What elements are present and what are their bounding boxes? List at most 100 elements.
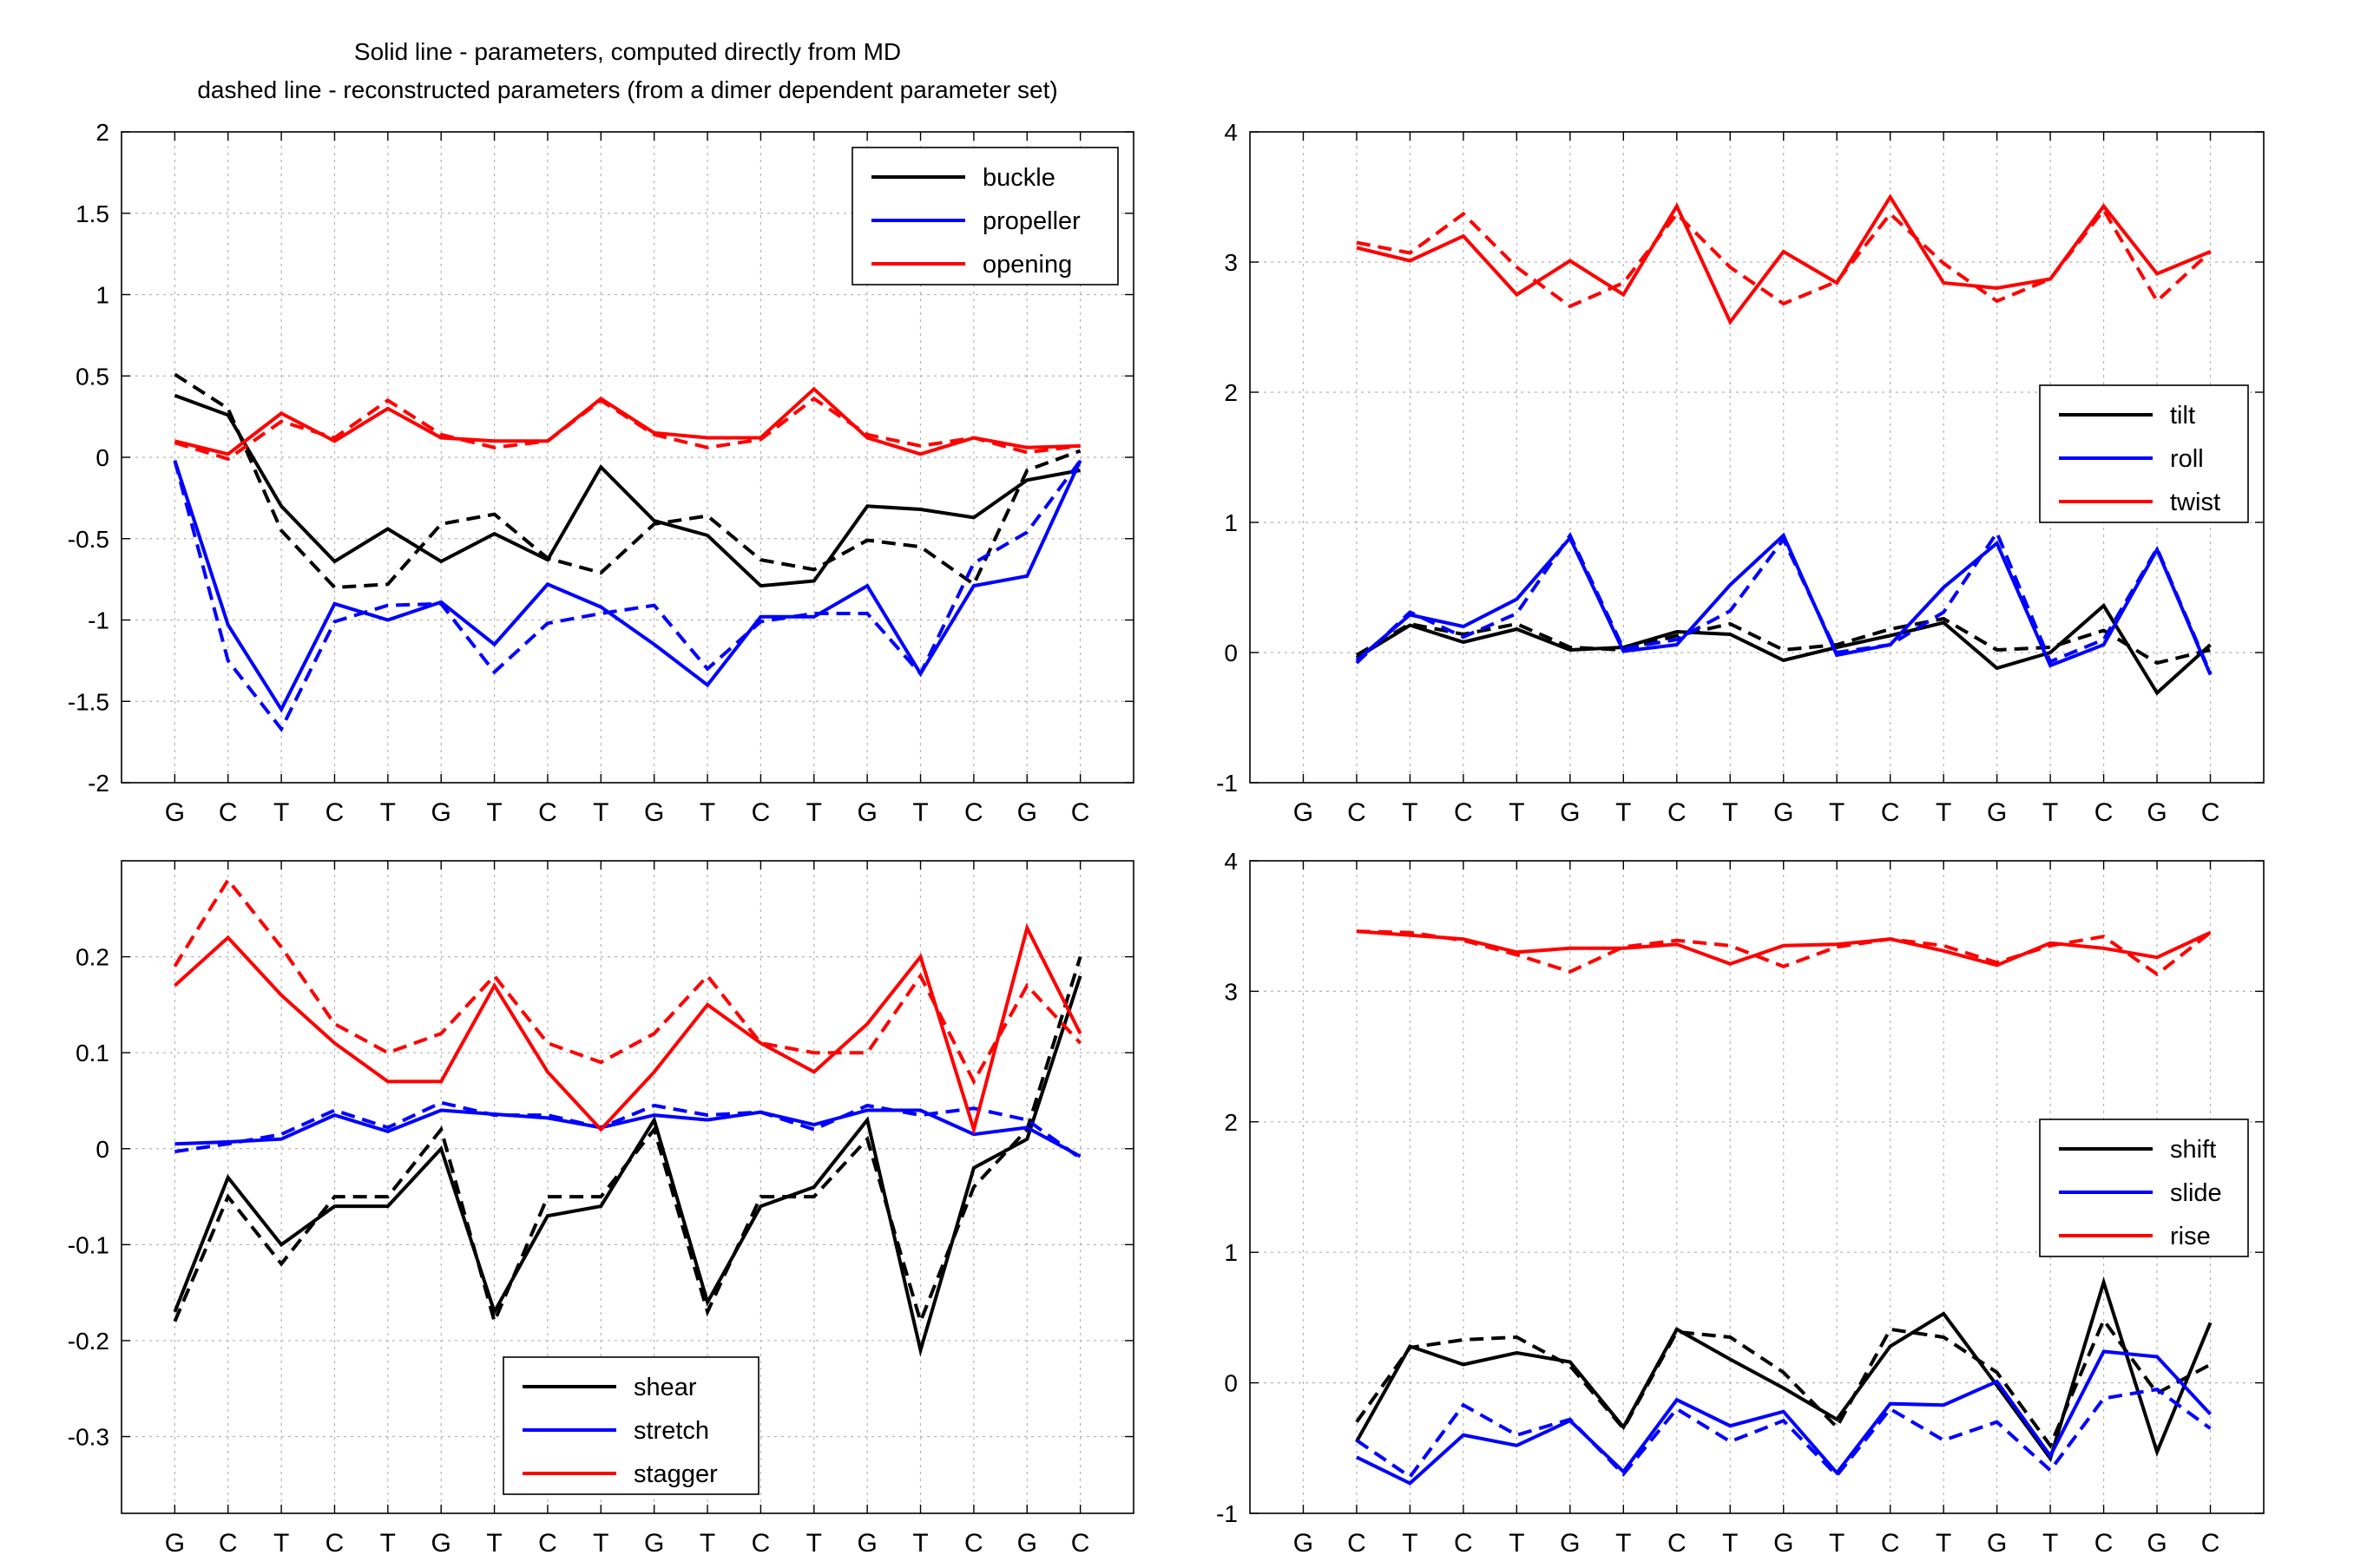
x-tick-label: T — [1829, 1529, 1844, 1558]
x-tick-label: C — [2201, 1529, 2220, 1558]
x-tick-label: T — [700, 1529, 715, 1558]
x-tick-label: C — [1667, 1529, 1687, 1558]
y-tick-label: 0 — [1224, 1370, 1238, 1397]
x-tick-label: T — [912, 798, 928, 827]
x-tick-label: C — [964, 1529, 983, 1558]
x-tick-label: C — [219, 1529, 238, 1558]
axes-frame — [1249, 860, 2265, 1514]
series-line-slide-dashed — [1355, 1387, 2212, 1479]
legend-label-propeller: propeller — [983, 207, 1081, 235]
x-tick-label: T — [1722, 798, 1738, 827]
legend-label-tilt: tilt — [2170, 402, 2195, 430]
series-line-rise-solid — [1356, 929, 2212, 968]
x-tick-label: G — [1987, 1529, 2007, 1558]
series-line-shear-dashed — [173, 956, 1082, 1327]
series-line-stagger-dashed — [173, 876, 1082, 1086]
legend-label-shear: shear — [634, 1374, 697, 1401]
legend-label-shift: shift — [2170, 1136, 2216, 1164]
legend: tilt roll twist — [2039, 384, 2249, 523]
x-tick-label: G — [1773, 798, 1793, 827]
series-line-stagger-solid — [174, 922, 1082, 1136]
x-tick-label: C — [1454, 1529, 1473, 1558]
x-tick-label: C — [1881, 798, 1900, 827]
x-tick-label: G — [165, 1529, 185, 1558]
series-line-buckle-dashed — [174, 372, 1082, 590]
x-tick-label: T — [593, 798, 608, 827]
x-tick-label: C — [1071, 1529, 1090, 1558]
x-tick-label: G — [165, 798, 185, 827]
y-tick-label: 0.5 — [76, 363, 109, 390]
y-tick-label: -0.3 — [68, 1424, 109, 1451]
figure-title-line-2: dashed line - reconstructed parameters (… — [197, 76, 1058, 103]
series-line-rise-dashed — [1356, 929, 2212, 977]
series-line-tilt-dashed — [1355, 616, 2211, 666]
x-tick-label: C — [1347, 798, 1366, 827]
y-tick-label: -1 — [88, 607, 109, 634]
x-tick-label: G — [1987, 798, 2007, 827]
y-tick-label: -2 — [88, 770, 109, 797]
y-tick-label: 1 — [1224, 1239, 1238, 1266]
y-tick-label: 1.5 — [76, 200, 109, 227]
x-tick-label: T — [2042, 1529, 2058, 1558]
y-tick-label: 3 — [1224, 978, 1238, 1005]
x-tick-label: T — [486, 798, 502, 827]
x-tick-label: T — [273, 1529, 289, 1558]
series-line-buckle-solid — [174, 393, 1081, 588]
x-tick-label: T — [912, 1529, 928, 1558]
axes-frame — [1249, 131, 2265, 784]
x-tick-label: T — [1509, 1529, 1524, 1558]
panel-bottom-left: G C T C T G T C T G T C T G T C G C -0.3 -0.2 -0.1 0 0.1 0.2 she… — [68, 860, 1134, 1558]
x-tick-label: C — [2094, 798, 2114, 827]
series-line-roll-dashed — [1355, 528, 2213, 674]
series-line-propeller-dashed — [173, 459, 1082, 732]
y-tick-label: -1 — [1216, 770, 1238, 797]
panel-top-left: G C T C T G T C T G T C T G T C G C -2 -1.5 -1 -0.5 0 0.5 1 1.5 2 b… — [68, 119, 1134, 827]
y-tick-label: -0.2 — [68, 1328, 109, 1355]
y-tick-label: 2 — [1224, 379, 1238, 406]
x-tick-label: C — [1071, 798, 1090, 827]
axes-frame — [121, 860, 1134, 1514]
x-tick-label: T — [806, 798, 822, 827]
x-tick-label: C — [752, 798, 771, 827]
x-tick-label: G — [644, 798, 664, 827]
series-line-stretch-solid — [174, 1108, 1082, 1158]
x-tick-label: T — [380, 798, 396, 827]
legend-label-opening: opening — [983, 251, 1072, 279]
legend-label-stagger: stagger — [634, 1460, 718, 1488]
x-tick-label: C — [2201, 798, 2220, 827]
x-tick-label: C — [964, 798, 983, 827]
legend-label-buckle: buckle — [983, 164, 1055, 192]
x-tick-label: C — [1454, 798, 1473, 827]
y-tick-label: 0 — [95, 1136, 109, 1163]
series-line-shift-solid — [1355, 1276, 2213, 1463]
y-tick-label: 3 — [1224, 249, 1238, 276]
x-tick-label: T — [486, 1529, 502, 1558]
legend-label-roll: roll — [2170, 445, 2204, 473]
x-tick-label: G — [644, 1529, 664, 1558]
legend-box — [503, 1356, 759, 1495]
x-tick-label: T — [593, 1529, 608, 1558]
x-tick-label: C — [1667, 798, 1687, 827]
x-tick-label: G — [2147, 1529, 2167, 1558]
x-tick-label: G — [1293, 1529, 1313, 1558]
y-tick-label: 2 — [1224, 1109, 1238, 1136]
y-tick-label: 0.1 — [76, 1040, 109, 1066]
legend-label-stretch: stretch — [634, 1417, 709, 1445]
x-tick-label: G — [1773, 1529, 1793, 1558]
x-tick-label: T — [806, 1529, 822, 1558]
legend-box — [2039, 1119, 2249, 1257]
x-tick-label: G — [1560, 1529, 1580, 1558]
figure-title-line-1: Solid line - parameters, computed direct… — [353, 38, 902, 65]
legend-box — [2039, 384, 2249, 523]
series-line-opening-dashed — [174, 397, 1081, 462]
y-tick-label: -1.5 — [68, 688, 109, 715]
legend: shear stretch stagger — [503, 1356, 759, 1495]
x-tick-label: C — [752, 1529, 771, 1558]
y-tick-label: 1 — [95, 282, 109, 309]
series-line-propeller-solid — [173, 459, 1082, 713]
x-tick-label: G — [431, 798, 451, 827]
series-line-stretch-dashed — [174, 1100, 1082, 1160]
x-tick-label: G — [2147, 798, 2167, 827]
